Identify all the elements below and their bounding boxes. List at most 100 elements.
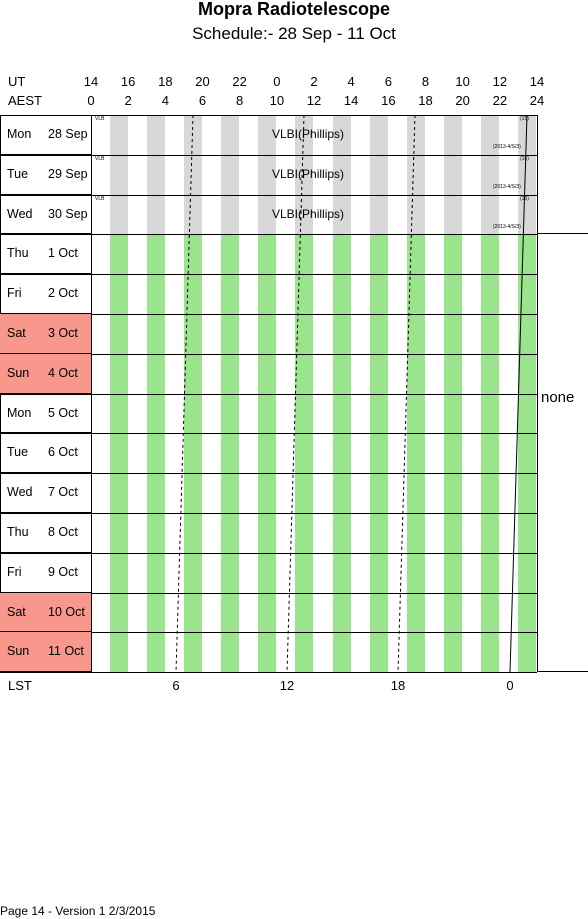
day-cell: Thu 1 Oct (0, 234, 91, 275)
row-separator (0, 393, 537, 395)
ut-tick: 2 (310, 74, 318, 89)
free-stripe (183, 553, 202, 593)
ut-tick: 6 (384, 74, 392, 89)
free-stripe (109, 514, 128, 553)
row-separator (0, 194, 537, 196)
free-stripe (295, 553, 314, 593)
free-stripe (406, 394, 425, 434)
free-stripe (109, 235, 128, 275)
booked-stripe (258, 195, 277, 235)
free-stripe (369, 275, 388, 314)
booked-stripe (221, 195, 240, 235)
day-cell: Sat 10 Oct (0, 592, 91, 633)
lst-lines (175, 115, 528, 673)
lst-12-line (286, 115, 305, 673)
free-stripe (518, 514, 537, 553)
day-date: 29 Sep (48, 166, 88, 181)
booked-stripe (481, 116, 500, 155)
lst-0-line (509, 115, 528, 673)
booking-code: (2013-4/S/3) (493, 144, 521, 150)
row-separator (0, 353, 537, 355)
day-date: 2 Oct (48, 286, 78, 301)
free-stripe (295, 315, 314, 354)
row-separator (0, 672, 537, 674)
lst-18-line (397, 115, 416, 673)
day-date: 8 Oct (48, 525, 78, 539)
day-date: 6 Oct (48, 445, 78, 460)
aest-tick: 20 (455, 93, 470, 108)
booking-tag: VLB (95, 155, 105, 162)
booked-stripe (258, 155, 277, 195)
free-stripe (444, 633, 463, 673)
day-cell: Tue 29 Sep (0, 155, 91, 195)
free-stripe (258, 553, 277, 593)
free-stripe (146, 315, 165, 354)
day-cell: Fri 9 Oct (0, 553, 91, 593)
day-name: Sun (7, 644, 30, 659)
booked-stripe (406, 155, 425, 195)
ut-tick: 16 (120, 74, 136, 89)
day-cell: Fri 2 Oct (0, 274, 91, 314)
day-cell: Tue 6 Oct (0, 433, 91, 474)
booked-stripe (332, 116, 351, 155)
free-stripe (221, 275, 240, 314)
free-stripe (406, 514, 425, 553)
free-stripe (369, 354, 388, 394)
booked-stripe (183, 116, 202, 155)
free-stripe (146, 235, 165, 275)
free-stripe (332, 553, 351, 593)
free-stripe (295, 434, 314, 474)
free-stripe (183, 474, 202, 513)
booked-stripe (146, 116, 165, 155)
day-name: Fri (7, 286, 22, 301)
grid-top-line (0, 115, 537, 116)
free-stripe (481, 394, 500, 434)
free-stripe (444, 275, 463, 314)
page-title: Mopra Radiotelescope (197, 0, 391, 19)
free-stripe (369, 434, 388, 474)
free-stripe (369, 235, 388, 275)
free-stripe (146, 633, 165, 673)
free-stripe (444, 593, 463, 633)
booked-stripe (444, 155, 463, 195)
booked-stripe (183, 155, 202, 195)
row-separator (0, 552, 537, 554)
day-name: Thu (7, 525, 29, 539)
free-stripe (146, 354, 165, 394)
free-stripe (481, 434, 500, 474)
day-name: Tue (7, 166, 29, 181)
booked-stripe (332, 195, 351, 235)
grid-right-line (537, 115, 538, 673)
free-stripe (481, 514, 500, 553)
free-stripe (369, 633, 388, 673)
free-stripe (258, 394, 277, 434)
day-date: 4 Oct (48, 365, 78, 380)
row-separator (0, 513, 537, 514)
lst-label: LST (8, 678, 32, 693)
booked-stripe (369, 116, 388, 155)
free-stripe (183, 434, 202, 474)
free-stripe (109, 275, 128, 314)
booked-stripe (444, 195, 463, 235)
free-stripe (221, 354, 240, 394)
free-stripe (146, 275, 165, 314)
aest-tick: 18 (418, 93, 433, 108)
row-separator (0, 154, 537, 156)
booking-label: VLBI(Phillips) (272, 166, 345, 181)
day-date: 1 Oct (48, 246, 78, 261)
booked-stripe (146, 155, 165, 195)
free-stripe (444, 394, 463, 434)
free-stripe (146, 553, 165, 593)
day-cell: Mon 28 Sep (0, 115, 91, 155)
booking-label: VLBI(Phillips) (272, 206, 345, 221)
ut-tick: 0 (273, 74, 281, 89)
free-stripe (481, 633, 500, 673)
free-stripe (406, 553, 425, 593)
free-stripe (518, 354, 537, 394)
day-name: Mon (7, 127, 32, 141)
free-stripe (221, 514, 240, 553)
lst-6-line (175, 115, 194, 673)
free-stripe (406, 434, 425, 474)
free-stripe (481, 315, 500, 354)
aest-tick: 4 (161, 93, 169, 108)
